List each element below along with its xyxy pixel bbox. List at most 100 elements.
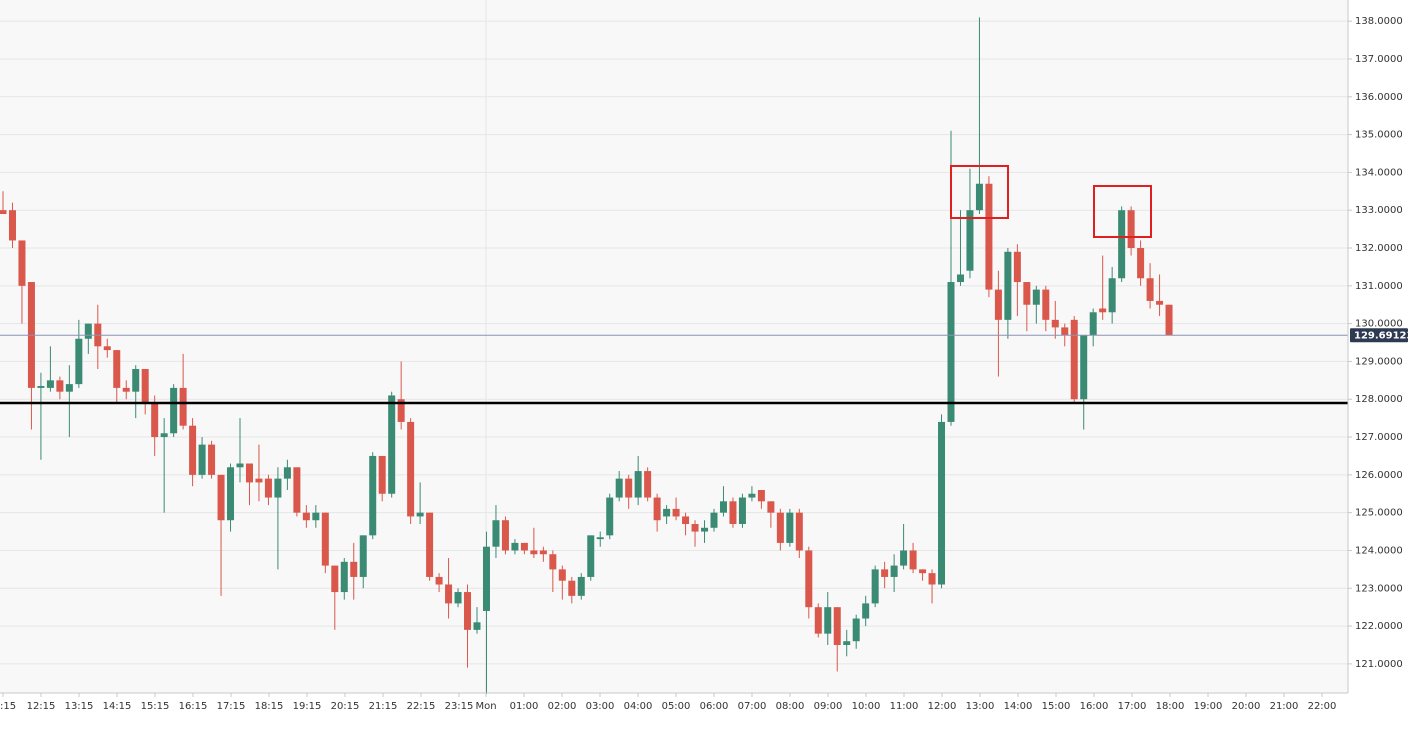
candle-body xyxy=(8,210,16,241)
last-price-box xyxy=(1350,328,1408,343)
y-tick-label: 126.0000 xyxy=(1355,470,1403,481)
candle-body xyxy=(179,387,187,426)
x-tick-label: 09:00 xyxy=(814,701,843,712)
candle-body xyxy=(388,395,396,494)
candle-body xyxy=(663,508,671,517)
candle-body xyxy=(492,520,500,547)
candle-body xyxy=(1118,210,1126,279)
x-tick-label: 17:15 xyxy=(217,701,246,712)
x-tick-label: 22:15 xyxy=(407,701,436,712)
candle-body xyxy=(975,183,983,211)
candle-body xyxy=(767,501,775,513)
x-tick-label: 22:00 xyxy=(1308,701,1337,712)
y-tick-label: 137.0000 xyxy=(1355,54,1403,65)
candle-body xyxy=(350,561,358,577)
candle-body xyxy=(397,399,405,422)
candle-body xyxy=(881,569,889,577)
candle-body xyxy=(966,210,974,271)
candle-body xyxy=(122,387,130,392)
candle-body xyxy=(473,622,481,630)
x-tick-label: 11:00 xyxy=(890,701,919,712)
candle-body xyxy=(862,603,870,619)
candle-body xyxy=(682,516,690,525)
x-tick-label: 13:15 xyxy=(65,701,94,712)
candle-body xyxy=(634,471,642,498)
candle-body xyxy=(426,512,434,577)
x-tick-label: 18:15 xyxy=(255,701,284,712)
y-tick-label: 122.0000 xyxy=(1355,621,1403,632)
x-tick-label: 05:00 xyxy=(662,701,691,712)
candle-body xyxy=(56,380,64,392)
highlight-box xyxy=(1093,185,1152,238)
x-tick-label: 20:00 xyxy=(1232,701,1261,712)
candle-body xyxy=(416,512,424,517)
candle-body xyxy=(776,512,784,543)
candle-body xyxy=(189,425,197,475)
candle-body xyxy=(312,512,320,521)
candle-body xyxy=(435,576,443,585)
candle-body xyxy=(833,607,841,645)
candle-body xyxy=(549,554,557,570)
candle-body xyxy=(890,565,898,577)
candles xyxy=(0,17,1173,695)
candle-body xyxy=(625,478,633,498)
candle-body xyxy=(293,467,301,513)
candle-body xyxy=(1004,251,1012,320)
candle-body xyxy=(1032,289,1040,305)
candle-body xyxy=(719,501,727,513)
candle-body xyxy=(340,561,348,593)
candle-body xyxy=(701,527,709,532)
candle-body xyxy=(331,565,339,593)
x-tick-label: 07:00 xyxy=(738,701,767,712)
plot-background xyxy=(0,0,1348,693)
y-tick-label: 129.0000 xyxy=(1355,356,1403,367)
candle-body xyxy=(1070,319,1078,400)
candle-body xyxy=(558,569,566,581)
x-tick-label: 21:00 xyxy=(1270,701,1299,712)
candle-body xyxy=(141,368,149,404)
candle-body xyxy=(748,493,756,498)
candle-body xyxy=(1156,300,1164,305)
x-tick-label: 17:00 xyxy=(1118,701,1147,712)
candle-body xyxy=(46,380,54,388)
x-tick-label: 06:00 xyxy=(700,701,729,712)
candle-body xyxy=(1080,334,1088,400)
candle-body xyxy=(615,478,623,498)
candle-body xyxy=(160,433,168,438)
y-tick-label: 125.0000 xyxy=(1355,508,1403,519)
y-tick-label: 138.0000 xyxy=(1355,16,1403,27)
candle-body xyxy=(208,444,216,475)
x-tick-label: 19:15 xyxy=(293,701,322,712)
candle-body xyxy=(245,463,253,483)
x-tick-label: 23:15 xyxy=(445,701,474,712)
candle-body xyxy=(757,489,765,502)
y-tick-label: 135.0000 xyxy=(1355,130,1403,141)
x-tick-label: Mon xyxy=(475,701,496,712)
candle-body xyxy=(1023,282,1031,305)
candle-body xyxy=(577,576,585,596)
candle-body xyxy=(198,444,206,475)
x-tick-label: 01:00 xyxy=(510,701,539,712)
candle-body xyxy=(606,497,614,536)
candle-body xyxy=(644,471,652,498)
candle-body xyxy=(814,607,822,634)
x-tick-label: 21:15 xyxy=(369,701,398,712)
candle-body xyxy=(18,240,26,286)
candle-body xyxy=(1089,312,1097,335)
candle-body xyxy=(1051,319,1059,328)
x-tick-label: 14:15 xyxy=(103,701,132,712)
y-tick-label: 133.0000 xyxy=(1355,205,1403,216)
x-tick-label: :15 xyxy=(0,701,16,712)
axes: 121.0000 122.0000 123.0000 124.0000 125.0000… xyxy=(0,16,1414,712)
y-tick-label: 134.0000 xyxy=(1355,167,1403,178)
candle-body xyxy=(956,274,964,283)
candle-body xyxy=(359,535,367,577)
candle-body xyxy=(321,512,329,566)
candle-body xyxy=(795,512,803,551)
candle-body xyxy=(852,618,860,642)
candle-body xyxy=(919,569,927,574)
candle-body xyxy=(947,282,955,422)
candle-body xyxy=(710,512,718,528)
y-tick-label: 128.0000 xyxy=(1355,394,1403,405)
candle-body xyxy=(786,512,794,543)
